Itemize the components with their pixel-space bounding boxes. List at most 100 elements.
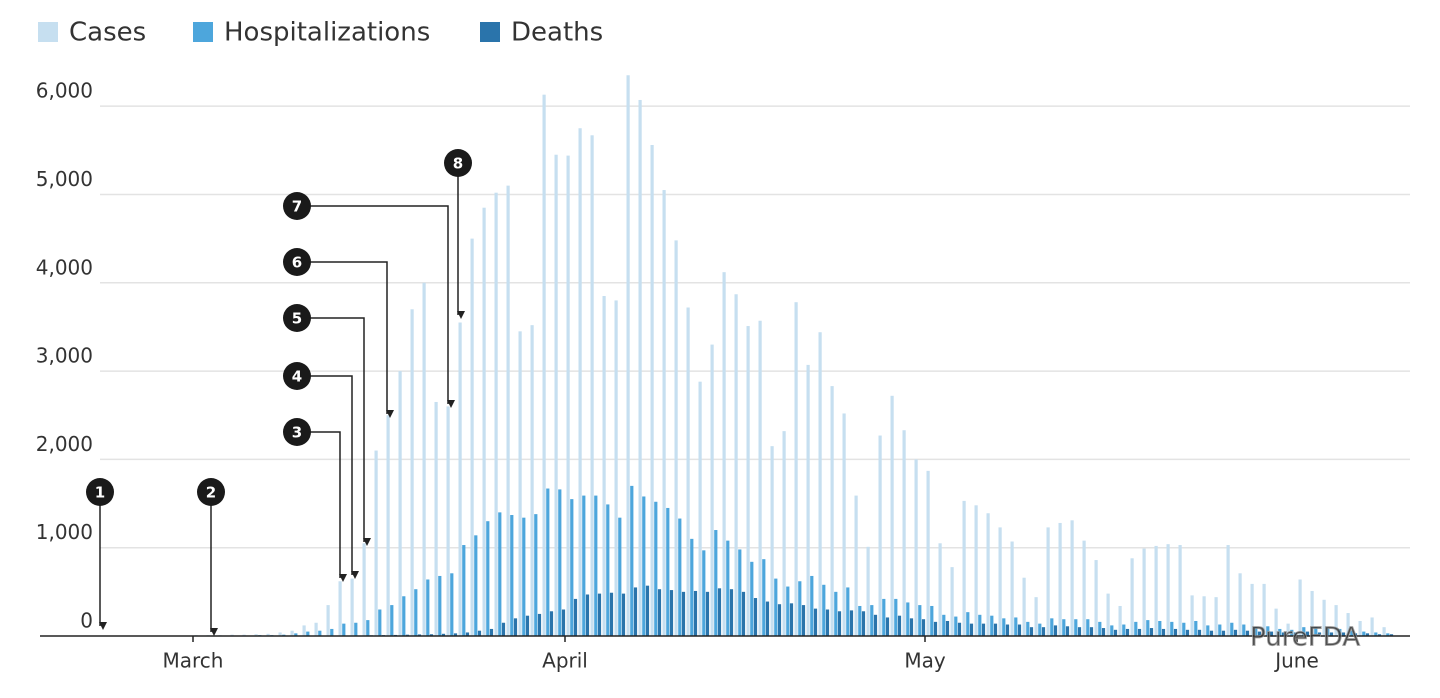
bar (990, 615, 994, 636)
bar (1094, 560, 1098, 636)
bar (630, 485, 634, 636)
bar (957, 622, 962, 636)
annotation-marker (283, 192, 311, 220)
bar (909, 618, 914, 636)
bar (1058, 522, 1062, 636)
bar (1341, 632, 1346, 636)
bar (1053, 625, 1058, 636)
bar (582, 495, 586, 636)
bar (266, 633, 270, 636)
annotation-label: 2 (206, 484, 216, 502)
bar (849, 610, 854, 636)
x-tick-label: May (904, 649, 946, 673)
bar (770, 446, 774, 636)
bar (702, 550, 706, 636)
annotation-marker (283, 418, 311, 446)
bar (638, 99, 642, 637)
bar (762, 559, 766, 636)
bar (870, 605, 874, 636)
bar (969, 623, 974, 636)
bar (1098, 621, 1102, 636)
bar (1089, 627, 1094, 636)
bar (738, 549, 742, 636)
annotation-arrow (310, 317, 371, 546)
bar (873, 614, 878, 636)
bar (501, 622, 506, 636)
bar (573, 598, 578, 636)
bar (314, 622, 318, 636)
bar (278, 632, 282, 636)
bar (566, 155, 570, 637)
annotation-arrow (310, 261, 394, 418)
bar (981, 623, 986, 636)
bar (633, 587, 638, 636)
bar (330, 628, 334, 636)
bar (1137, 628, 1142, 636)
bar (1194, 620, 1198, 636)
bar (254, 634, 258, 636)
bar (1190, 595, 1194, 636)
legend-swatch (480, 22, 500, 42)
bar (1154, 545, 1158, 636)
bar (546, 488, 550, 636)
bar (1206, 625, 1210, 636)
bar (1038, 623, 1042, 636)
bar (1338, 628, 1342, 636)
bar (1146, 620, 1150, 636)
bar (854, 495, 858, 636)
bar (570, 499, 574, 636)
bar (894, 598, 898, 636)
bar (1010, 541, 1014, 636)
bar (693, 590, 698, 636)
bar (1290, 629, 1294, 636)
bar (962, 500, 966, 636)
bar (1286, 623, 1290, 636)
bar (1017, 624, 1022, 636)
bar (750, 561, 754, 636)
bar (474, 535, 478, 636)
bar (489, 628, 494, 636)
bar (386, 415, 390, 636)
bar (486, 521, 490, 636)
bar (885, 617, 890, 636)
bar (1302, 627, 1306, 636)
bar (1014, 617, 1018, 636)
bar (426, 579, 430, 636)
bar (789, 603, 794, 636)
bar (1353, 633, 1358, 636)
y-tick-label: 1,000 (36, 520, 93, 544)
bar (993, 623, 998, 636)
bar (1230, 622, 1234, 636)
bar (441, 633, 446, 636)
bar (1266, 626, 1270, 636)
bar (590, 135, 594, 636)
bar (830, 386, 834, 636)
annotation-label: 8 (453, 155, 463, 173)
bar (1166, 544, 1170, 636)
bar (438, 575, 442, 636)
bar (1077, 627, 1082, 636)
bar (462, 545, 466, 636)
bar (326, 605, 330, 636)
bar (806, 364, 810, 636)
annotation-arrow (310, 431, 347, 582)
bar (950, 567, 954, 636)
bar (626, 75, 630, 636)
annotation-label: 4 (292, 368, 302, 386)
bar (1233, 629, 1238, 636)
bar (1202, 596, 1206, 636)
bar (597, 593, 602, 636)
bar (1158, 620, 1162, 636)
bar (1238, 573, 1242, 636)
bars (194, 75, 1394, 637)
bar (354, 622, 358, 636)
bar (1041, 627, 1046, 636)
bar (1257, 631, 1262, 636)
bar (366, 620, 370, 636)
bar (318, 630, 322, 636)
bar (1046, 527, 1050, 636)
bar (669, 590, 674, 636)
bar (1185, 629, 1190, 636)
bar (1142, 548, 1146, 636)
